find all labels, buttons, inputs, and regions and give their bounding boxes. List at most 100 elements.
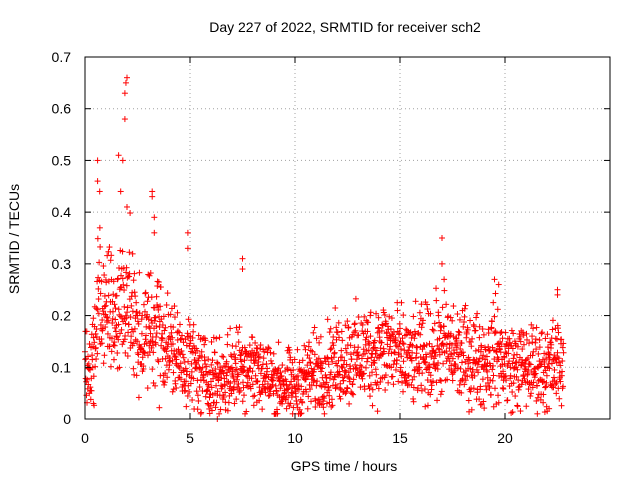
data-point [212, 370, 219, 377]
data-point [299, 357, 306, 364]
data-point [349, 381, 356, 388]
data-point [310, 372, 317, 379]
data-point [553, 379, 560, 386]
data-point [121, 303, 128, 310]
data-point [388, 315, 395, 322]
data-point [413, 354, 420, 361]
data-point [296, 406, 303, 413]
data-point [172, 380, 179, 387]
data-point [223, 358, 230, 365]
data-point [528, 321, 535, 328]
data-point [250, 402, 257, 409]
data-point [424, 377, 431, 384]
data-point [265, 344, 272, 351]
data-point [156, 324, 163, 331]
data-point [560, 349, 567, 356]
data-point [352, 365, 359, 372]
data-point [146, 272, 153, 279]
data-point [161, 327, 168, 334]
data-point [390, 329, 397, 336]
data-point [221, 382, 228, 389]
data-point [142, 332, 149, 339]
data-point [331, 374, 338, 381]
data-point [111, 342, 118, 349]
data-point [195, 332, 202, 339]
data-point [336, 334, 343, 341]
data-point [113, 292, 120, 299]
data-point [392, 366, 399, 373]
data-point [390, 381, 397, 388]
data-point [235, 380, 242, 387]
data-point [184, 245, 191, 252]
data-point [190, 375, 197, 382]
data-point [108, 252, 115, 259]
data-point [297, 410, 304, 417]
data-point [357, 362, 364, 369]
data-point [467, 388, 474, 395]
data-point [274, 370, 281, 377]
data-point [426, 340, 433, 347]
data-point [327, 346, 334, 353]
data-point [177, 336, 184, 343]
data-point [117, 188, 124, 195]
data-point [119, 248, 126, 255]
data-point [556, 395, 563, 402]
data-point [385, 379, 392, 386]
data-point [287, 400, 294, 407]
data-point [169, 334, 176, 341]
data-point [138, 316, 145, 323]
data-point [441, 287, 448, 294]
data-point [323, 400, 330, 407]
data-point [382, 386, 389, 393]
data-point [508, 409, 515, 416]
data-point [342, 390, 349, 397]
x-tick-label: 0 [81, 430, 89, 446]
data-point [175, 346, 182, 353]
data-point [317, 333, 324, 340]
data-point [515, 386, 522, 393]
data-point [509, 360, 516, 367]
data-point [345, 369, 352, 376]
data-point [124, 353, 131, 360]
data-point [85, 353, 92, 360]
data-point [377, 345, 384, 352]
data-point [447, 330, 454, 337]
data-point [149, 193, 156, 200]
data-point [237, 351, 244, 358]
data-point [479, 355, 486, 362]
data-point [375, 314, 382, 321]
data-point [240, 368, 247, 375]
data-point [456, 329, 463, 336]
data-point [175, 363, 182, 370]
data-point [359, 375, 366, 382]
data-point [369, 402, 376, 409]
data-point [230, 374, 237, 381]
data-point [304, 362, 311, 369]
data-point [454, 365, 461, 372]
data-point [273, 388, 280, 395]
data-point [531, 366, 538, 373]
data-point [318, 383, 325, 390]
data-point [455, 351, 462, 358]
data-point [296, 359, 303, 366]
data-point [357, 384, 364, 391]
data-point [176, 329, 183, 336]
data-point [110, 341, 117, 348]
data-point [474, 361, 481, 368]
data-point [332, 304, 339, 311]
data-point [326, 399, 333, 406]
data-point [412, 298, 419, 305]
data-point [247, 385, 254, 392]
data-point [233, 376, 240, 383]
data-point [509, 409, 516, 416]
data-point [147, 330, 154, 337]
data-point [530, 379, 537, 386]
data-point [142, 290, 149, 297]
data-point [279, 362, 286, 369]
data-point [213, 382, 220, 389]
data-point [424, 306, 431, 313]
data-point [145, 352, 151, 359]
data-point [122, 320, 129, 327]
data-point [307, 386, 314, 393]
